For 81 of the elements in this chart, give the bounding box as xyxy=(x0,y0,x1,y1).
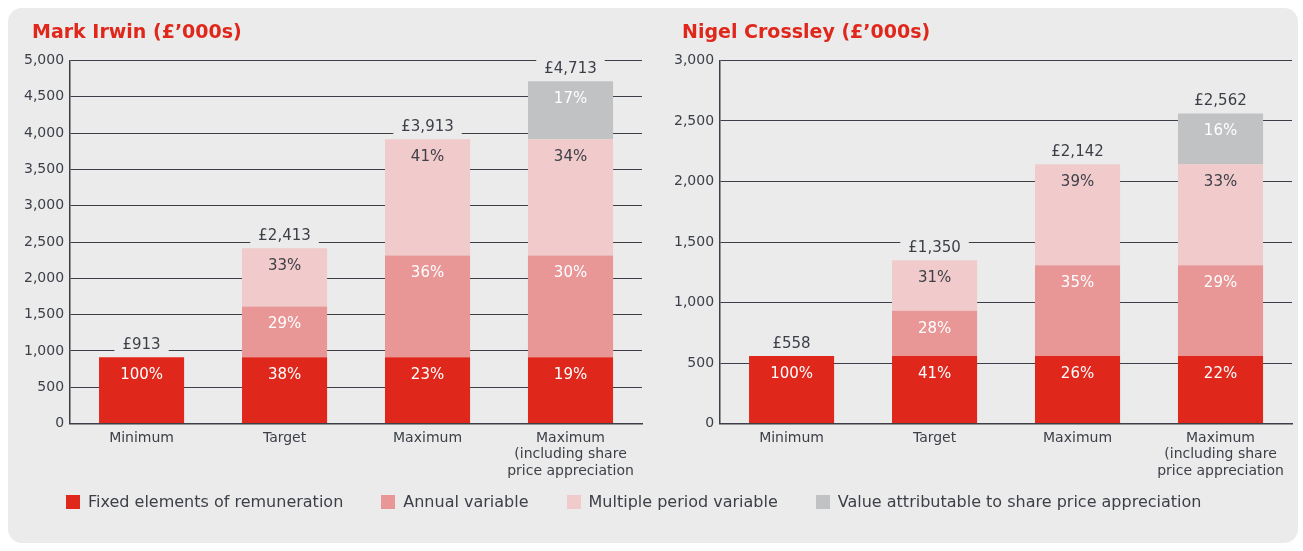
bar xyxy=(1034,356,1121,424)
bar xyxy=(892,260,978,311)
bar xyxy=(384,255,471,358)
x-tick-label: Target xyxy=(911,428,957,445)
y-tick-label: 500 xyxy=(687,353,715,370)
y-tick-label: 3,000 xyxy=(673,51,715,68)
x-tick-label: Minimum xyxy=(759,428,825,445)
annotation: 38% xyxy=(267,365,302,384)
y-tick-label: 2,500 xyxy=(23,232,65,249)
annotation: 34% xyxy=(553,147,588,166)
y-tick-label: 2,000 xyxy=(23,268,65,285)
y-tick-label: 3,500 xyxy=(23,160,65,176)
bar xyxy=(99,357,185,424)
y-tick-label: 5,000 xyxy=(23,51,65,68)
legend-label: Multiple period variable xyxy=(588,492,778,511)
x-tick-label: Maximum (including share price appreciation xyxy=(1157,428,1284,479)
bar xyxy=(527,81,614,140)
y-tick-label: 0 xyxy=(55,414,65,431)
annotation: 36% xyxy=(410,263,445,282)
annotation: 28% xyxy=(917,318,952,337)
legend-label: Value attributable to share price appreciation xyxy=(837,492,1202,511)
total-label: £558 xyxy=(772,333,811,352)
chart-title: Mark Irwin (£’000s) xyxy=(32,20,243,42)
x-tick-label: Maximum (including share price appreciation xyxy=(507,428,634,479)
annotation: 33% xyxy=(1203,172,1238,191)
annotation: 35% xyxy=(1060,273,1095,292)
bar xyxy=(384,357,471,424)
legend-label: Fixed elements of remuneration xyxy=(88,492,344,511)
bar xyxy=(892,356,978,424)
annotation: 41% xyxy=(410,147,445,166)
annotation: 17% xyxy=(553,89,588,108)
bar xyxy=(1034,265,1121,357)
annotation: 16% xyxy=(1203,121,1238,140)
y-tick-label: 3,000 xyxy=(23,196,65,213)
x-tick-label: Maximum xyxy=(393,428,463,445)
legend-label: Annual variable xyxy=(403,492,529,511)
bar xyxy=(1177,164,1264,266)
total-label: £913 xyxy=(122,335,161,354)
annotation: 22% xyxy=(1203,363,1238,382)
x-tick-label: Maximum xyxy=(1043,428,1113,445)
annotation: 29% xyxy=(267,314,302,333)
total-label: £2,413 xyxy=(258,226,311,245)
y-tick-label: 500 xyxy=(37,377,65,394)
bar xyxy=(242,306,328,358)
total-label: £1,350 xyxy=(908,238,961,257)
y-tick-label: 4,000 xyxy=(23,123,65,140)
annotation: 19% xyxy=(553,365,588,384)
annotation: 29% xyxy=(1203,273,1238,292)
annotation: 100% xyxy=(120,365,164,384)
bar xyxy=(1177,356,1264,424)
chart-title: Nigel Crossley (£’000s) xyxy=(682,20,932,42)
annotation: 100% xyxy=(770,363,814,382)
total-label: £2,142 xyxy=(1051,142,1104,161)
total-label: £2,562 xyxy=(1194,91,1247,110)
bar xyxy=(527,357,614,424)
bar xyxy=(242,357,328,424)
annotation: 31% xyxy=(917,268,952,287)
y-tick-label: 0 xyxy=(705,414,715,431)
y-tick-label: 1,500 xyxy=(23,305,65,322)
x-tick-label: Target xyxy=(261,428,307,445)
x-tick-label: Minimum xyxy=(109,428,175,445)
total-label: £4,713 xyxy=(544,59,597,78)
annotation: 26% xyxy=(1060,363,1095,382)
annotation: 33% xyxy=(267,256,302,275)
y-tick-label: 2,500 xyxy=(673,111,715,128)
y-tick-label: 2,000 xyxy=(673,172,715,189)
annotation: 23% xyxy=(410,365,445,384)
bar xyxy=(242,248,328,307)
bar xyxy=(1177,265,1264,357)
bar xyxy=(384,139,471,256)
y-tick-label: 1,500 xyxy=(673,232,715,249)
annotation: 41% xyxy=(917,363,952,382)
bar xyxy=(527,139,614,256)
bar xyxy=(527,255,614,358)
annotation: 30% xyxy=(553,263,588,282)
y-tick-label: 1,000 xyxy=(23,341,65,358)
total-label: £3,913 xyxy=(401,117,454,136)
y-tick-label: 4,500 xyxy=(23,87,65,104)
y-tick-label: 1,000 xyxy=(673,293,715,310)
annotation: 39% xyxy=(1060,172,1095,191)
bar xyxy=(892,310,978,357)
